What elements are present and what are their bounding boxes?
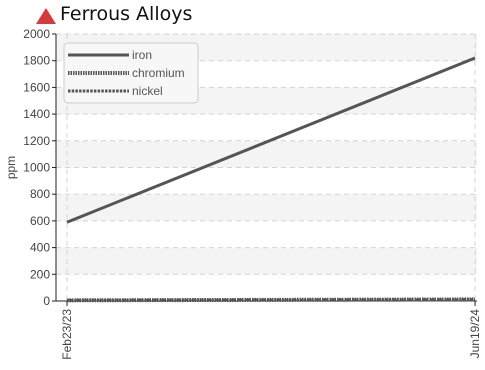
grid-band (56, 247, 477, 275)
y-tick-label: 800 (30, 187, 50, 201)
x-tick-label: Jun19/24 (468, 309, 482, 359)
y-tick-label: 2000 (23, 27, 50, 41)
legend-label-chromium: chromium (132, 66, 185, 80)
y-tick-label: 1200 (23, 134, 50, 148)
y-axis-title: ppm (4, 156, 18, 179)
grid-band (56, 194, 477, 221)
y-tick-label: 600 (30, 214, 50, 228)
y-tick-label: 1400 (23, 107, 50, 121)
y-tick-label: 1800 (23, 54, 50, 68)
y-tick-label: 200 (30, 267, 50, 281)
legend-label-iron: iron (132, 48, 152, 62)
x-tick-label: Feb23/23 (60, 309, 74, 360)
series-line-iron (66, 56, 476, 224)
y-tick-label: 1000 (23, 161, 50, 175)
chart-title: Ferrous Alloys (60, 3, 193, 25)
legend-label-nickel: nickel (132, 84, 163, 98)
series-line-nickel (66, 298, 476, 302)
grid-band (56, 140, 477, 168)
warning-triangle-icon (36, 8, 56, 24)
legend-box (63, 42, 199, 104)
y-tick-label: 0 (43, 294, 50, 308)
y-tick-label: 1600 (23, 80, 50, 94)
chart-title-group: Ferrous Alloys (36, 2, 192, 26)
y-tick-label: 400 (30, 241, 50, 255)
